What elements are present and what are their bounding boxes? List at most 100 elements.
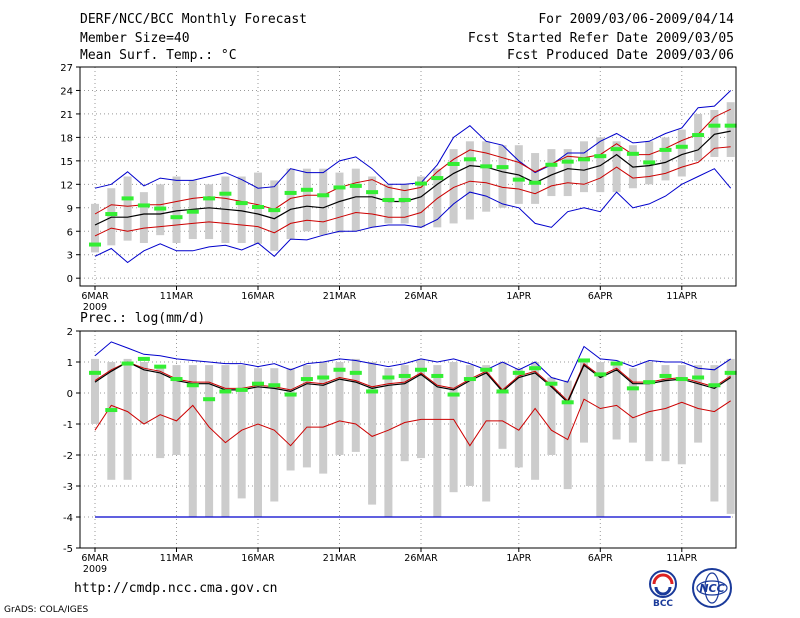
p2-xtick-label: 16MAR [241,553,275,564]
bcc-logo: BCC [649,570,677,608]
p2-ensemble-box [433,365,442,517]
p2-observed-marker [708,383,721,388]
p2-observed-marker [463,377,476,382]
p1-ensemble-box [123,176,132,241]
p2-observed-marker [659,373,672,378]
p1-ytick-label: 24 [60,86,73,97]
p2-ensemble-box [107,362,116,480]
p1-observed-marker [154,206,167,211]
p1-ensemble-box [237,176,246,243]
p1-ytick-label: 9 [67,204,73,215]
p2-ensemble-box [237,365,246,499]
p2-ytick-label: -4 [63,513,73,524]
p1-observed-marker [268,208,281,213]
p2-ytick-label: -2 [63,451,73,462]
p2-ensemble-box [286,368,295,471]
p1-ensemble-box [531,153,540,204]
p1-observed-marker [659,147,672,152]
p1-observed-marker [366,190,379,195]
p1-ensemble-box [335,172,344,233]
p1-ensemble-box [351,168,360,232]
p2-observed-marker [398,373,411,378]
p2-ytick-label: 1 [67,358,73,369]
p2-ensemble-box [612,365,621,440]
source-url[interactable]: http://cmdp.ncc.cma.gov.cn [74,581,278,596]
p2-observed-marker [203,397,216,402]
p2-xtick-label: 11APR [666,553,697,564]
p1-xtick-label: 6MAR [81,291,109,302]
ncc-logo: NCC [692,568,732,608]
p1-xtick-label: 26MAR [404,291,438,302]
p1-ensemble-box [498,145,507,208]
p1-observed-marker [643,160,656,165]
p2-xtick-label: 21MAR [323,553,357,564]
p1-observed-marker [415,181,427,186]
p1-frame [79,66,737,287]
p2-observed-marker [480,367,493,372]
p2-ytick-label: -3 [63,482,73,493]
p1-ytick-label: 18 [60,133,73,144]
p2-observed-marker [594,372,607,377]
p1-ensemble-box [563,149,572,197]
p2-ensemble-box [139,362,148,424]
p2-observed-marker [545,381,558,386]
p2-ensemble-box [91,358,99,424]
p1-ensemble-box [384,184,393,224]
p2-ensemble-box [465,365,474,486]
p2-observed-marker [578,358,590,363]
p1-ensemble-box [270,180,279,251]
p2-ensemble-box [254,368,262,517]
p1-observed-marker [284,190,297,195]
p2-observed-marker [561,400,574,405]
bcc-logo-text: BCC [653,599,673,608]
p2-observed-marker [333,367,346,372]
p2-observed-marker [447,392,460,397]
p2-observed-marker [724,370,737,375]
p1-xtick-label: 6APR [588,291,613,302]
p1-ytick-label: 21 [60,110,73,121]
p1-ytick-label: 27 [60,63,73,74]
p2-observed-marker [89,370,101,375]
p1-observed-marker [89,242,101,247]
p2-observed-marker [529,366,542,371]
p2-observed-marker [268,383,281,388]
p2-ensemble-box [221,365,230,517]
chart-title: DERF/NCC/BCC Monthly Forecast [80,12,307,27]
p2-xtick-label: 6MAR [81,553,109,564]
p2-ensemble-box [694,365,703,443]
p2-ensemble-box [368,362,377,505]
p1-percentile-low-line [94,146,731,237]
p1-observed-marker [512,177,525,182]
p2-percentile-high-line [94,361,731,402]
p1-observed-marker [186,209,199,214]
p2-observed-marker [317,375,330,380]
p1-observed-marker [121,196,134,201]
p2-ensemble-box [449,362,458,493]
p2-ensemble-box [319,362,328,474]
p1-ensemble-box [547,149,556,197]
p1-observed-marker [300,187,313,192]
p2-observed-marker [105,408,118,413]
p2-observed-marker [382,375,395,380]
p1-ytick-label: 12 [60,180,73,191]
p1-xtick-label: 1APR [506,291,531,302]
p1-observed-marker [170,215,183,220]
p1-ensemble-box [302,168,311,232]
p1-ensemble-box [205,184,214,240]
p2-ytick-label: 0 [67,389,73,400]
p2-ensemble-box [628,368,637,443]
p1-observed-marker [610,147,623,152]
p1-ensemble-box [465,141,474,220]
p1-ensemble-box [694,113,703,161]
p1-observed-marker [496,165,509,170]
p1-xtick-year: 2009 [83,302,107,313]
p2-xtick-label: 1APR [506,553,531,564]
p1-ensemble-box [661,137,670,181]
p1-observed-marker [431,176,444,181]
p1-ensemble-box [172,176,181,243]
p1-observed-marker [626,151,639,156]
p2-ensemble-box [270,368,279,502]
p1-ensemble-box [726,102,735,157]
p2-ensemble-box [482,365,491,502]
p2-observed-marker [675,377,688,382]
